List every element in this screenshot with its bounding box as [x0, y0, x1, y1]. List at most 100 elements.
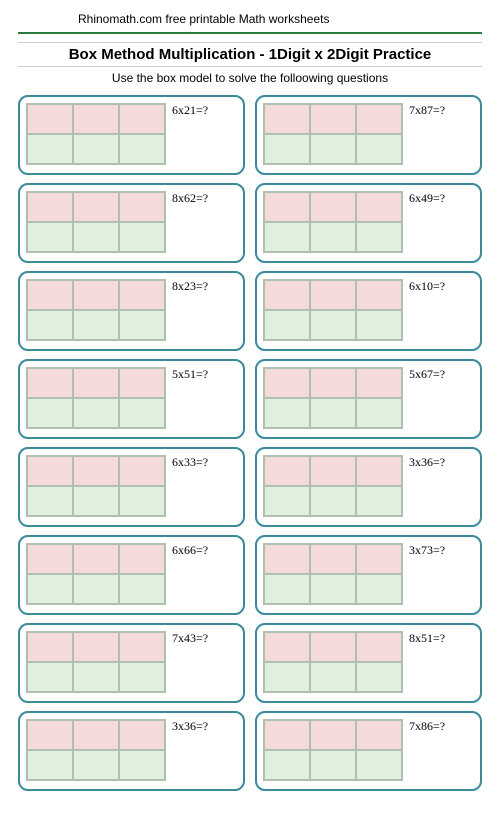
box-cell [264, 280, 310, 310]
box-cell [27, 632, 73, 662]
box-cell [264, 456, 310, 486]
box-cell [119, 280, 165, 310]
box-cell [119, 222, 165, 252]
box-cell [27, 486, 73, 516]
box-cell [310, 456, 356, 486]
problem-question: 6x66=? [172, 543, 208, 558]
problem-card: 3x36=? [255, 447, 482, 527]
box-cell [73, 544, 119, 574]
box-cell [73, 368, 119, 398]
problem-question: 6x49=? [409, 191, 445, 206]
problem-card: 7x87=? [255, 95, 482, 175]
box-cell [73, 574, 119, 604]
box-cell [73, 750, 119, 780]
box-cell [310, 368, 356, 398]
box-model-grid [263, 631, 403, 693]
box-model-grid [263, 719, 403, 781]
box-cell [27, 544, 73, 574]
problem-card: 8x51=? [255, 623, 482, 703]
box-cell [264, 544, 310, 574]
box-cell [119, 134, 165, 164]
problem-question: 8x23=? [172, 279, 208, 294]
box-cell [119, 544, 165, 574]
box-cell [264, 134, 310, 164]
box-cell [264, 720, 310, 750]
problem-question: 3x36=? [172, 719, 208, 734]
box-cell [119, 192, 165, 222]
box-model-grid [263, 367, 403, 429]
box-cell [264, 486, 310, 516]
box-cell [356, 398, 402, 428]
box-model-grid [26, 543, 166, 605]
box-cell [73, 222, 119, 252]
box-cell [310, 632, 356, 662]
box-model-grid [263, 279, 403, 341]
box-cell [356, 310, 402, 340]
box-cell [356, 544, 402, 574]
box-cell [310, 104, 356, 134]
box-cell [264, 310, 310, 340]
problem-question: 5x67=? [409, 367, 445, 382]
box-model-grid [263, 103, 403, 165]
box-cell [27, 222, 73, 252]
box-cell [356, 104, 402, 134]
box-cell [27, 104, 73, 134]
box-cell [27, 192, 73, 222]
box-cell [119, 632, 165, 662]
problem-card: 3x36=? [18, 711, 245, 791]
box-cell [356, 368, 402, 398]
header-divider [18, 32, 482, 34]
box-cell [73, 456, 119, 486]
problem-card: 5x67=? [255, 359, 482, 439]
problem-question: 6x10=? [409, 279, 445, 294]
box-cell [73, 486, 119, 516]
box-cell [356, 750, 402, 780]
problem-card: 6x21=? [18, 95, 245, 175]
box-cell [356, 134, 402, 164]
problem-question: 6x33=? [172, 455, 208, 470]
box-model-grid [26, 631, 166, 693]
box-cell [27, 750, 73, 780]
problem-card: 8x62=? [18, 183, 245, 263]
box-model-grid [26, 455, 166, 517]
box-cell [264, 750, 310, 780]
problem-question: 3x73=? [409, 543, 445, 558]
box-cell [310, 398, 356, 428]
box-cell [119, 574, 165, 604]
problem-card: 6x10=? [255, 271, 482, 351]
box-cell [27, 720, 73, 750]
box-cell [356, 574, 402, 604]
page-subtitle: Use the box model to solve the folloowin… [18, 71, 482, 85]
problem-card: 5x51=? [18, 359, 245, 439]
box-cell [310, 486, 356, 516]
box-cell [310, 192, 356, 222]
box-cell [310, 574, 356, 604]
box-model-grid [26, 279, 166, 341]
box-cell [356, 192, 402, 222]
box-cell [27, 456, 73, 486]
box-cell [27, 398, 73, 428]
problem-card: 6x49=? [255, 183, 482, 263]
box-cell [356, 662, 402, 692]
problem-question: 3x36=? [409, 455, 445, 470]
box-cell [356, 720, 402, 750]
box-cell [119, 662, 165, 692]
box-cell [264, 662, 310, 692]
box-model-grid [263, 455, 403, 517]
box-cell [264, 632, 310, 662]
box-cell [310, 310, 356, 340]
box-cell [73, 280, 119, 310]
box-cell [119, 750, 165, 780]
box-cell [73, 310, 119, 340]
box-model-grid [26, 103, 166, 165]
box-model-grid [26, 367, 166, 429]
box-cell [356, 222, 402, 252]
box-cell [119, 720, 165, 750]
box-cell [356, 486, 402, 516]
box-cell [27, 310, 73, 340]
box-cell [73, 662, 119, 692]
box-cell [356, 280, 402, 310]
box-model-grid [263, 543, 403, 605]
problem-question: 5x51=? [172, 367, 208, 382]
site-header: Rhinomath.com free printable Math worksh… [18, 12, 482, 26]
